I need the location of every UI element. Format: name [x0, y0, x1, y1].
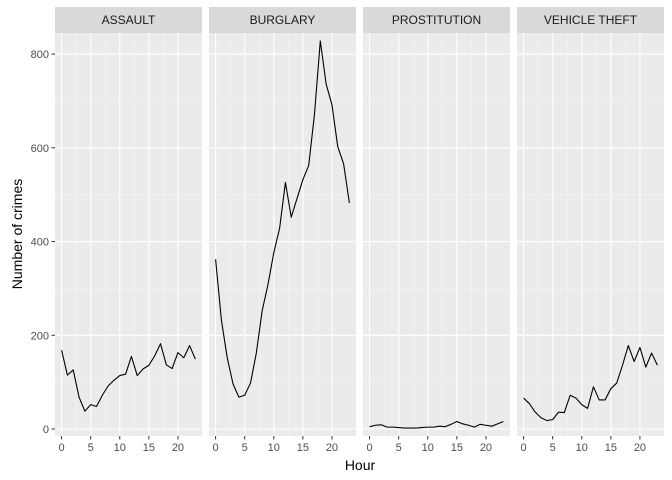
panel-background	[55, 33, 202, 436]
y-axis: 0 200 400 600 800	[31, 49, 55, 436]
facet-panel: VEHICLE THEFT 0 5 10 15 20	[517, 7, 664, 454]
x-tick-label: 20	[634, 442, 646, 454]
x-tick-label: 0	[367, 442, 373, 454]
x-axis-title: Hour	[345, 457, 376, 473]
panel-background	[363, 33, 510, 436]
panel-background	[517, 33, 664, 436]
series-line	[215, 40, 350, 398]
facet-strip-label: ASSAULT	[102, 13, 156, 27]
x-tick-label: 10	[576, 442, 588, 454]
x-tick-label: 10	[422, 442, 434, 454]
y-tick-label: 800	[31, 49, 49, 61]
x-tick-label: 15	[451, 442, 463, 454]
series-line	[369, 420, 504, 429]
x-tick-label: 5	[396, 442, 402, 454]
facet-panel: PROSTITUTION 0 5 10 15 20	[363, 7, 510, 454]
facet-panel: ASSAULT 0 5 10 15 20	[55, 7, 202, 454]
x-tick-label: 15	[143, 442, 155, 454]
y-axis-title: Number of crimes	[9, 179, 25, 289]
x-tick-label: 5	[550, 442, 556, 454]
x-tick-label: 20	[480, 442, 492, 454]
facet-strip-label: BURGLARY	[250, 13, 316, 27]
x-tick-label: 0	[521, 442, 527, 454]
x-tick-label: 15	[297, 442, 309, 454]
y-tick-label: 0	[43, 424, 49, 436]
x-tick-label: 10	[114, 442, 126, 454]
facet-strip	[363, 7, 510, 33]
y-tick-label: 200	[31, 330, 49, 342]
facet-strip	[209, 7, 356, 33]
y-tick-label: 400	[31, 237, 49, 249]
facet-panel: BURGLARY 0 5 10 15 20	[209, 7, 356, 454]
series-line	[61, 343, 196, 412]
x-tick-label: 10	[268, 442, 280, 454]
x-tick-label: 5	[242, 442, 248, 454]
x-tick-label: 20	[326, 442, 338, 454]
facet-strip-label: VEHICLE THEFT	[544, 13, 638, 27]
facet-strip	[55, 7, 202, 33]
series-line	[523, 345, 658, 422]
x-tick-label: 0	[59, 442, 65, 454]
x-tick-label: 15	[605, 442, 617, 454]
x-tick-label: 20	[172, 442, 184, 454]
x-tick-label: 0	[213, 442, 219, 454]
x-tick-label: 5	[88, 442, 94, 454]
facet-strip	[517, 7, 664, 33]
facet-strip-label: PROSTITUTION	[392, 13, 481, 27]
y-tick-label: 600	[31, 143, 49, 155]
